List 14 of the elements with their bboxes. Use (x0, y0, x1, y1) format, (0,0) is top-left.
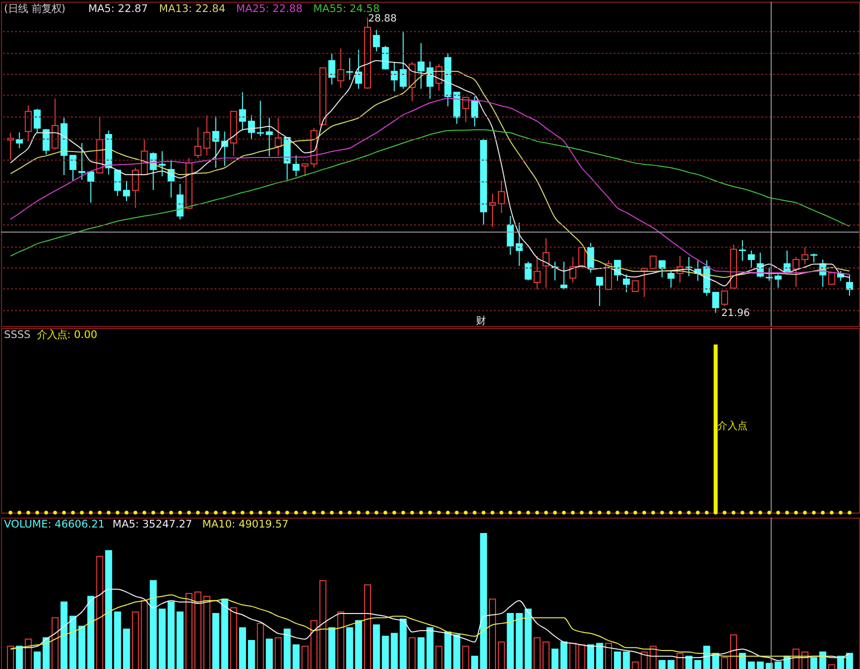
chart-title: SSSS (4, 329, 31, 342)
annotation: 28.88 (368, 14, 397, 25)
annotation: 介入点 (717, 420, 748, 432)
annotation: 21.96 (721, 308, 750, 320)
text: 介入点: 0.00 (37, 329, 98, 342)
chart-title: (日线 前复权) (4, 2, 66, 15)
series-label: VOLUME: 46606.21 (4, 518, 105, 531)
text: MA25: 22.88 (236, 2, 302, 15)
text: MA13: 22.84 (159, 2, 226, 15)
annotation: 财 (476, 315, 486, 328)
text: MA10: 49019.57 (202, 518, 289, 531)
text: MA5: 35247.27 (112, 518, 192, 531)
text: MA5: 22.87 (88, 2, 148, 15)
text: MA55: 24.58 (313, 2, 380, 15)
